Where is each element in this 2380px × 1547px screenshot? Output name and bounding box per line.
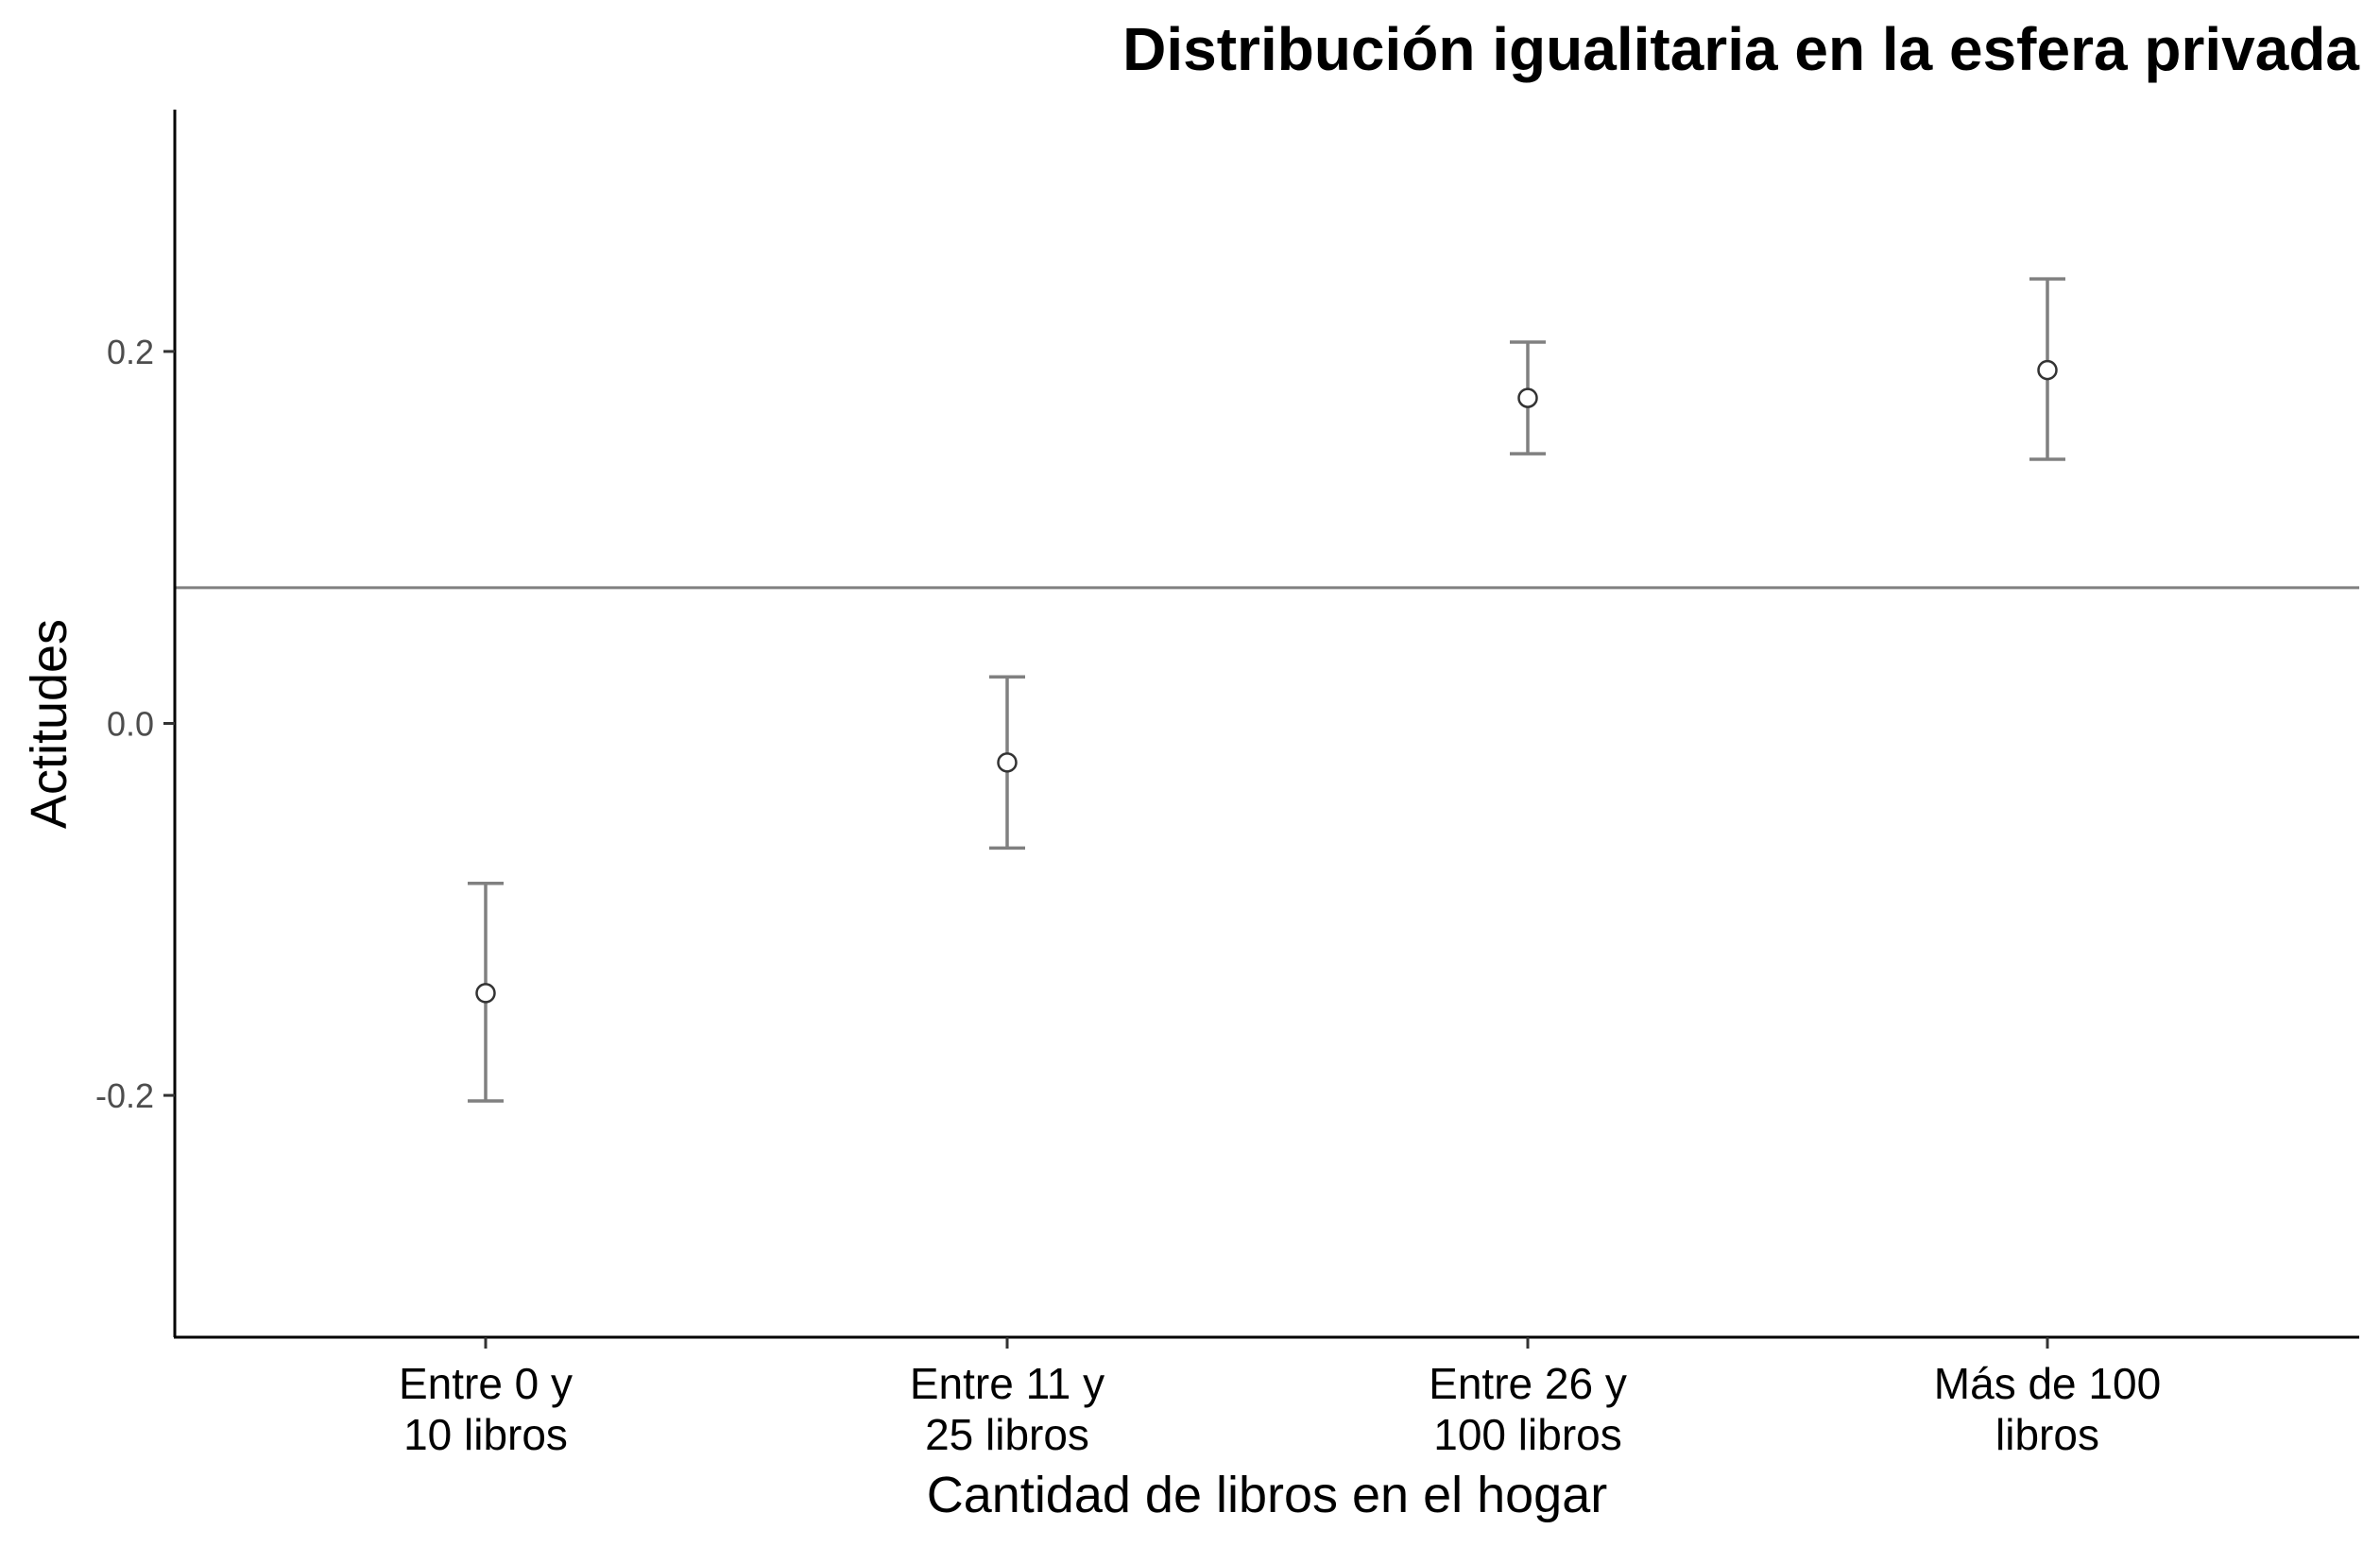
y-tick-label: 0.2 [107, 333, 154, 371]
data-point [1517, 387, 1538, 408]
errorbar-group [2029, 277, 2065, 461]
x-tick-label-line: Entre 0 y [399, 1359, 573, 1408]
x-tick-label: Entre 0 y 10 libros [399, 1359, 573, 1459]
chart-title: Distribución igualitaria en la esfera pr… [1122, 15, 2359, 83]
data-point [2037, 359, 2058, 381]
x-tick-label-line: 25 libros [925, 1410, 1089, 1459]
x-tick-label-line: Más de 100 [1934, 1359, 2161, 1408]
y-tick-label: -0.2 [95, 1076, 154, 1115]
x-tick-label-line: Entre 26 y [1429, 1359, 1627, 1408]
y-axis-title: Actitudes [21, 619, 77, 829]
errorbar-group [1510, 340, 1546, 456]
y-axis-ticks: -0.2 0.0 0.2 [95, 333, 175, 1115]
data-point [475, 983, 496, 1004]
plot-area [175, 277, 2359, 1103]
data-point [997, 752, 1018, 773]
x-axis-title: Cantidad de libros en el hogar [927, 1467, 1608, 1523]
errorbar-group [468, 881, 504, 1103]
x-tick-label-line: libros [1995, 1410, 2099, 1459]
y-tick-label: 0.0 [107, 705, 154, 744]
x-tick-label: Entre 26 y 100 libros [1429, 1359, 1627, 1459]
x-tick-label-line: 10 libros [403, 1410, 568, 1459]
x-tick-label-line: 100 libros [1433, 1410, 1621, 1459]
x-tick-label: Más de 100 libros [1934, 1359, 2161, 1459]
x-tick-label-line: Entre 11 y [910, 1359, 1104, 1408]
x-tick-label: Entre 11 y 25 libros [910, 1359, 1104, 1459]
errorbar-group [989, 675, 1025, 851]
